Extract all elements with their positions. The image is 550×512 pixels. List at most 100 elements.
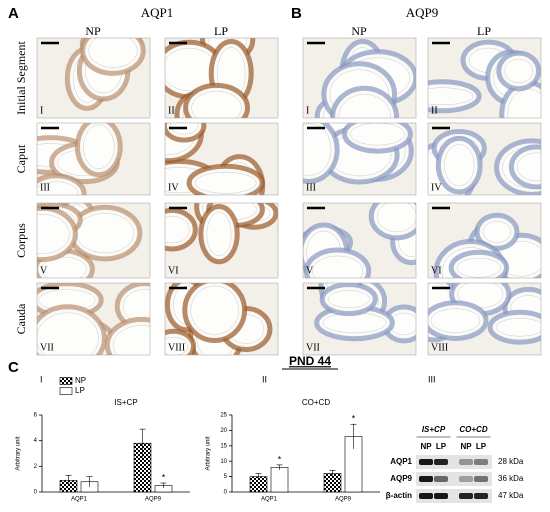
size-label: 28 kDa <box>498 457 524 466</box>
tile-label: III <box>306 182 316 193</box>
x-tick-label: AQP9 <box>335 497 352 503</box>
lumen <box>428 87 474 106</box>
frame <box>164 202 279 279</box>
micrograph: VII <box>302 282 417 356</box>
tubules <box>314 283 416 344</box>
blot-band <box>474 459 488 465</box>
y-tick-label: 5 <box>224 474 228 480</box>
tubules <box>37 123 123 195</box>
lane-label: LP <box>476 442 487 451</box>
tubules <box>314 39 416 118</box>
panel-title: AQP1 <box>141 5 174 20</box>
lumen <box>206 212 232 256</box>
tile-label: V <box>306 265 314 276</box>
lumen <box>350 123 405 146</box>
tile-label: III <box>40 182 50 193</box>
frame <box>164 282 279 356</box>
significance: * <box>162 472 166 482</box>
panel-label: A <box>8 5 19 22</box>
tubules <box>37 283 150 355</box>
row-label: Corpus <box>14 223 28 258</box>
tubules <box>64 38 146 111</box>
legend-label: LP <box>75 386 85 395</box>
lumen <box>41 256 87 278</box>
y-tick-label: 20 <box>220 428 227 434</box>
lumen <box>312 255 363 278</box>
bar <box>270 467 289 493</box>
frame <box>302 37 417 119</box>
blot-band <box>474 493 488 499</box>
lumen <box>327 290 370 308</box>
protein-label: AQP1 <box>390 457 412 466</box>
tile-label: VIII <box>431 342 448 353</box>
tile-label: IV <box>168 182 179 193</box>
lane-label: NP <box>460 442 472 451</box>
tubules <box>428 283 541 345</box>
blot-band <box>434 459 448 465</box>
panel-label: B <box>291 5 302 22</box>
row-label: Initial Segment <box>14 41 28 115</box>
lumen <box>165 216 190 244</box>
frame <box>164 37 279 119</box>
blot-group: CO+CD <box>459 425 487 434</box>
legend-label: NP <box>75 376 86 385</box>
tubules <box>165 38 256 118</box>
y-tick-label: 6 <box>34 413 38 419</box>
lumen <box>444 144 475 187</box>
tile-label: V <box>40 265 48 276</box>
lumen <box>170 123 199 135</box>
tubules <box>433 212 541 278</box>
micrograph: V <box>36 202 151 279</box>
tile-label: VI <box>168 265 179 276</box>
lane-label: NP <box>420 442 432 451</box>
panel-title: AQP9 <box>406 5 439 20</box>
legend-swatch <box>59 377 73 385</box>
tubules <box>37 203 143 278</box>
y-axis-label: Arbitrary unit <box>206 436 212 470</box>
micrograph: IV <box>164 122 279 196</box>
tubules <box>428 39 541 118</box>
frame <box>36 202 151 279</box>
panel-label: C <box>8 359 19 376</box>
lumen <box>194 171 257 194</box>
row-label: Caput <box>14 144 28 173</box>
significance: * <box>352 414 356 424</box>
blot-band <box>419 476 433 482</box>
frame <box>36 37 151 119</box>
significance: * <box>278 454 282 464</box>
column-label: LP <box>214 24 228 38</box>
micrograph: V <box>302 202 417 279</box>
blot-band <box>434 493 448 499</box>
lumen <box>191 91 242 118</box>
lumen <box>430 308 481 333</box>
micrograph: I <box>36 37 151 119</box>
chart-title: CO+CD <box>302 398 330 407</box>
blot-band <box>459 459 473 465</box>
micrograph: IV <box>427 122 542 196</box>
frame <box>427 37 542 119</box>
micrograph: III <box>36 122 151 196</box>
lumen <box>504 58 533 84</box>
tile-label: VII <box>306 342 320 353</box>
x-tick-label: AQP1 <box>261 497 278 503</box>
frame <box>302 282 417 356</box>
blot-strip <box>416 455 492 469</box>
y-axis-label: Arbitrary unit <box>16 436 22 470</box>
y-tick-label: 10 <box>220 459 227 465</box>
blot-label: III <box>428 374 436 384</box>
chart-label: I <box>40 374 43 384</box>
tubules <box>165 283 273 355</box>
blot-band <box>419 459 433 465</box>
lumen <box>456 257 501 278</box>
tile-label: II <box>168 105 175 116</box>
lumen <box>165 336 188 355</box>
lumen <box>376 203 416 233</box>
frame <box>427 282 542 356</box>
micrograph: VI <box>164 202 279 279</box>
micrograph: VII <box>36 282 151 356</box>
lumen <box>88 38 138 68</box>
lane-label: LP <box>436 442 447 451</box>
tubules <box>428 129 541 195</box>
lumen <box>76 213 135 254</box>
